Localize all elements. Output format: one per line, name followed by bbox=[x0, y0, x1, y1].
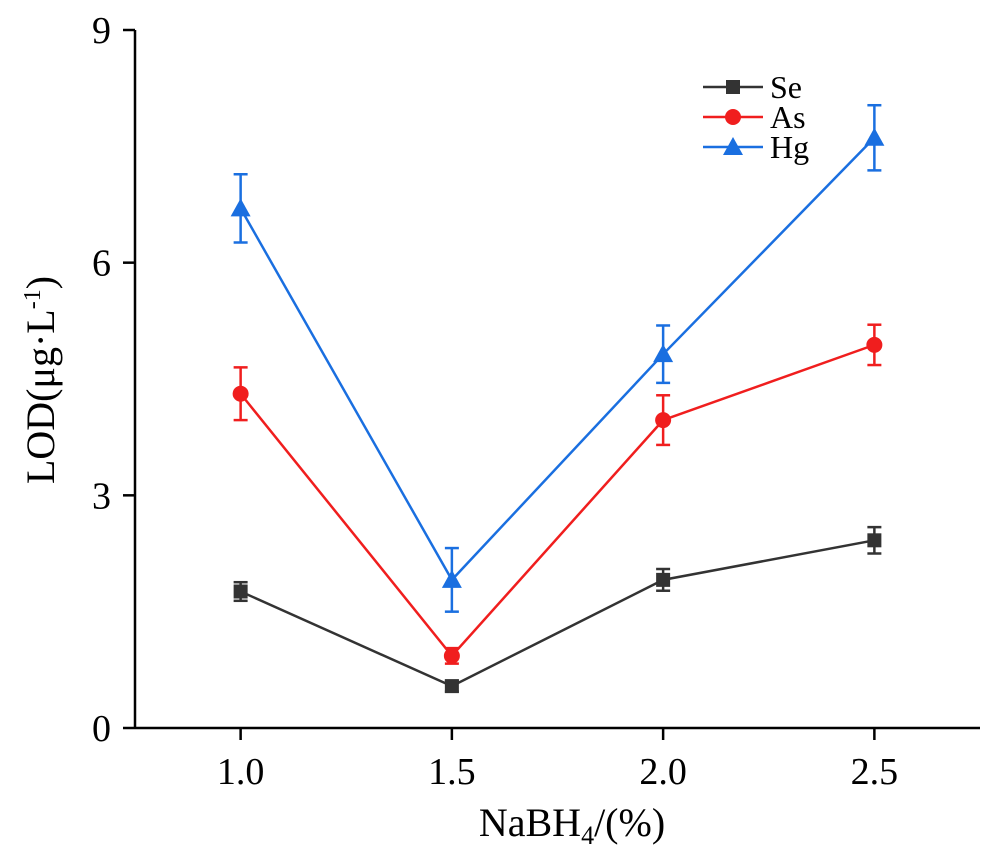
legend-marker-hg bbox=[723, 137, 743, 155]
data-point-se bbox=[444, 679, 459, 694]
x-axis-title-sub: 4 bbox=[581, 821, 594, 848]
x-axis-title-tail: /(%) bbox=[594, 800, 665, 845]
legend-label-se: Se bbox=[770, 69, 802, 105]
data-point-as bbox=[655, 412, 672, 429]
x-tick-label: 1.0 bbox=[217, 751, 265, 793]
legend-label-hg: Hg bbox=[770, 129, 809, 165]
y-axis-title-sup: -1 bbox=[20, 289, 46, 309]
data-point-se bbox=[233, 584, 248, 599]
legend-item-hg: Hg bbox=[703, 129, 809, 165]
x-axis-title: NaBH4/(%) bbox=[479, 800, 665, 848]
x-tick-label: 2.0 bbox=[639, 751, 687, 793]
y-tick-label: 9 bbox=[92, 10, 111, 52]
legend-label-as: As bbox=[770, 99, 806, 135]
data-point-as bbox=[232, 385, 249, 402]
data-point-se bbox=[656, 572, 671, 587]
series-line-hg bbox=[239, 136, 876, 582]
series-se bbox=[233, 525, 882, 694]
series-hg bbox=[230, 103, 885, 613]
data-point-as bbox=[866, 336, 883, 353]
y-tick-label: 6 bbox=[92, 243, 111, 285]
data-point-hg bbox=[441, 569, 462, 588]
legend-marker-se bbox=[726, 80, 740, 94]
y-axis-title: LOD(μg·L-1) bbox=[18, 276, 63, 484]
y-tick-label: 0 bbox=[92, 708, 111, 750]
x-tick-label: 2.5 bbox=[851, 751, 899, 793]
y-tick-label: 3 bbox=[92, 475, 111, 517]
series-line-se bbox=[240, 539, 875, 688]
data-point-as bbox=[443, 647, 460, 664]
series-line-as bbox=[239, 343, 875, 658]
axes: 0 3 6 9 1.0 1.5 2.0 2.5 bbox=[92, 10, 980, 793]
x-tick-label: 1.5 bbox=[428, 751, 476, 793]
data-point-hg bbox=[864, 127, 885, 146]
series-as bbox=[232, 323, 883, 665]
data-point-se bbox=[867, 533, 882, 548]
legend-item-as: As bbox=[703, 99, 806, 135]
y-axis-title-tail: ) bbox=[18, 276, 63, 289]
legend-marker-as bbox=[725, 109, 741, 125]
data-point-hg bbox=[653, 344, 674, 363]
data-point-hg bbox=[230, 198, 251, 217]
y-axis-title-main: LOD(μg·L bbox=[18, 309, 63, 484]
x-axis-title-main: NaBH bbox=[479, 800, 581, 845]
legend-item-se: Se bbox=[703, 69, 802, 105]
plot-area bbox=[230, 103, 885, 694]
